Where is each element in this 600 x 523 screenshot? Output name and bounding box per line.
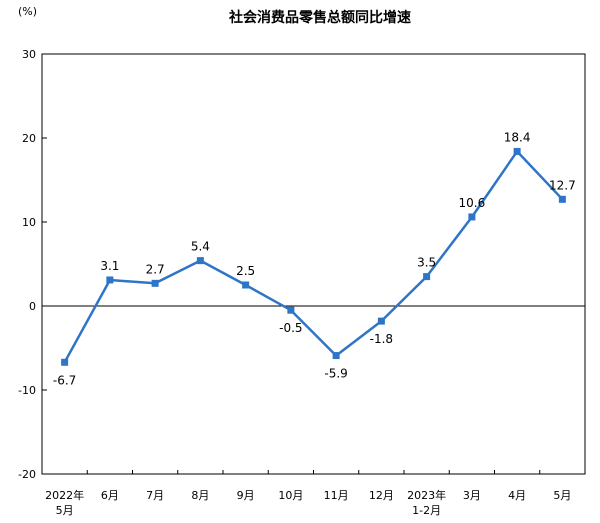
data-point-marker	[61, 358, 69, 366]
data-point-marker	[151, 279, 159, 287]
y-tick-label: 30	[22, 48, 36, 61]
y-axis-ticks: 30 20 10 0 -10 -20	[18, 48, 47, 481]
data-point-label: 2.7	[146, 262, 165, 276]
data-point-label: -5.9	[324, 367, 347, 381]
data-point-marker	[332, 352, 340, 360]
x-tick-label: 9月	[237, 489, 255, 502]
y-tick-label: 0	[29, 300, 36, 313]
data-point-label: -6.7	[53, 373, 76, 387]
data-point-label: 3.1	[100, 259, 119, 273]
x-tick-label: 8月	[191, 489, 209, 502]
data-point-label: -0.5	[279, 321, 302, 335]
x-axis-ticks: 2022年 5月 6月 7月 8月 9月 10月 11月 12月 2023年 1-2月 3月 4月 5月	[45, 470, 571, 517]
data-point-label: 3.5	[417, 256, 436, 270]
y-tick-label: -10	[18, 384, 36, 397]
x-tick-label: 7月	[146, 489, 164, 502]
data-point-marker	[558, 195, 566, 203]
data-point-marker	[377, 317, 385, 325]
x-tick-label: 6月	[101, 489, 119, 502]
y-tick-label: 20	[22, 132, 36, 145]
x-tick-label: 12月	[369, 489, 394, 502]
x-tick-label: 3月	[463, 489, 481, 502]
data-point-marker	[287, 306, 295, 314]
y-tick-label: -20	[18, 468, 36, 481]
x-tick-label-line2: 5月	[56, 504, 74, 517]
data-point-marker	[196, 257, 204, 265]
data-point-label: 5.4	[191, 240, 210, 254]
data-point-label: -1.8	[370, 332, 393, 346]
x-tick-label-line2: 1-2月	[412, 504, 441, 517]
y-tick-label: 10	[22, 216, 36, 229]
data-point-label: 18.4	[504, 130, 531, 144]
data-point-marker	[106, 276, 114, 284]
data-point-marker	[423, 273, 431, 281]
data-point-label: 12.7	[549, 178, 576, 192]
plot-area-frame	[41, 53, 586, 475]
x-tick-label: 4月	[508, 489, 526, 502]
data-point-label: 2.5	[236, 264, 255, 278]
x-tick-label: 10月	[278, 489, 303, 502]
x-tick-label: 11月	[324, 489, 349, 502]
chart-title: 社会消费品零售总额同比增速	[228, 9, 411, 26]
y-axis-unit-label: (%)	[18, 5, 37, 18]
x-tick-label: 5月	[553, 489, 571, 502]
x-tick-label: 2023年	[407, 488, 446, 502]
data-labels: -6.7 3.1 2.7 5.4 2.5 -0.5 -5.9 -1.8 3.5 10.6 18.4 1…	[53, 130, 576, 387]
data-point-label: 10.6	[459, 196, 486, 210]
series-markers	[61, 147, 566, 366]
x-tick-label: 2022年	[45, 488, 84, 502]
data-point-marker	[513, 147, 521, 155]
series-line	[63, 150, 564, 363]
data-point-marker	[242, 281, 250, 289]
data-point-marker	[468, 213, 476, 221]
